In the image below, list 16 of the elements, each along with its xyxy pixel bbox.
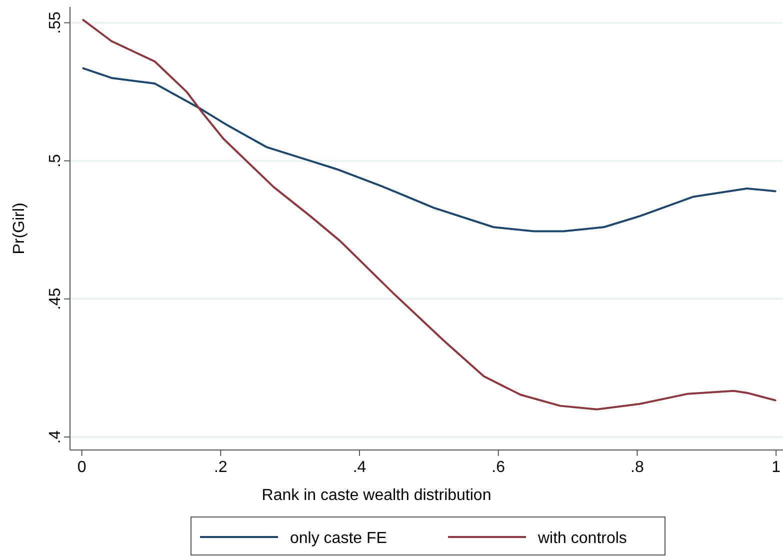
y-tick-label: .55	[47, 12, 64, 34]
legend-label: with controls	[537, 530, 627, 547]
x-axis-title: Rank in caste wealth distribution	[262, 487, 492, 504]
y-tick-label: .45	[47, 288, 64, 310]
legend-label: only caste FE	[290, 530, 387, 547]
line-series	[82, 67, 776, 232]
x-tick-label: .2	[214, 459, 228, 476]
x-tick-label: .6	[492, 459, 506, 476]
line-series	[82, 18, 776, 410]
x-tick-label: .8	[630, 459, 644, 476]
x-tick-label: .4	[352, 459, 366, 476]
x-tick-label: 0	[77, 459, 86, 476]
y-tick-label: .5	[47, 154, 64, 168]
y-tick-label: .4	[47, 430, 64, 444]
x-tick-label: 1	[772, 459, 781, 476]
y-axis-title: Pr(Girl)	[11, 202, 28, 254]
